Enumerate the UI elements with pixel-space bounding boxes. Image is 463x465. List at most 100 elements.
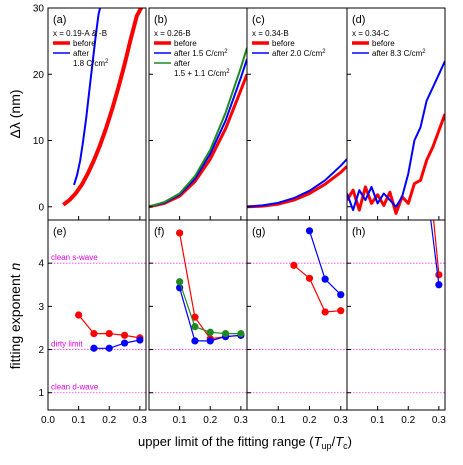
plot-area: [149, 47, 247, 209]
data-point: [75, 311, 83, 319]
legend-entry: before: [372, 39, 395, 48]
data-point: [206, 337, 214, 345]
series-line: [247, 158, 347, 208]
x-tick-label: 0.2: [203, 415, 217, 426]
data-point: [120, 331, 129, 339]
data-point: [221, 329, 230, 338]
legend-title: x = 0.19-A & -B: [53, 29, 107, 38]
x-tick-label: 0.2: [303, 415, 317, 426]
data-point: [290, 261, 298, 269]
data-point: [176, 229, 184, 237]
data-point: [191, 323, 199, 331]
panel-frame: [346, 7, 446, 221]
y-tick-label: 3: [38, 302, 44, 313]
y-tick-label: 2: [38, 345, 44, 356]
series-line: [247, 165, 347, 209]
plot-area: [75, 311, 144, 352]
data-point: [105, 329, 113, 338]
panel-label: (a): [53, 14, 66, 26]
panel-frame: [246, 7, 348, 221]
data-point: [90, 329, 98, 338]
data-point: [305, 274, 314, 282]
data-point: [321, 308, 329, 316]
data-point: [191, 313, 199, 321]
panel-frame: [346, 219, 446, 411]
legend-entry: before: [272, 39, 295, 48]
x-tick-label: 0.2: [102, 415, 116, 426]
data-point: [337, 291, 345, 299]
series-line: [149, 47, 247, 208]
y-tick-label: 30: [33, 4, 45, 15]
legend-entry-extra: 1.8 C/cm2: [73, 59, 109, 68]
legend-entry: before: [73, 39, 96, 48]
data-point: [206, 328, 214, 336]
plot-area: [290, 227, 345, 316]
reference-annotation: clean d-wave: [51, 383, 99, 392]
legend-title: x = 0.26-B: [154, 29, 191, 38]
panel-label: (h): [352, 226, 365, 238]
plot-area: [62, 8, 144, 207]
series-line: [179, 232, 241, 340]
x-tick-label: 0.2: [401, 415, 415, 426]
series-line: [93, 339, 141, 349]
x-tick-label: 0.1: [271, 415, 285, 426]
data-point: [426, 208, 433, 215]
y-axis-title-bottom: fitting exponent n: [7, 262, 23, 369]
x-tick-label: 0.3: [334, 415, 348, 426]
panel-g: 0.1 0.2 0.3 (g): [246, 219, 348, 426]
legend-title: x = 0.34-B: [252, 29, 289, 38]
series-line: [73, 8, 102, 186]
plot-area: [176, 229, 245, 345]
panel-frame: [246, 219, 348, 411]
y-tick-label: 4: [38, 259, 44, 270]
panel-label: (b): [154, 14, 167, 26]
legend-entry: after 2.0 C/cm2: [272, 49, 326, 58]
x-tick-label: 0.1: [371, 415, 385, 426]
legend-entry-extra: 1.5 + 1.1 C/cm2: [174, 69, 230, 78]
x-tick-label: 0.1: [173, 415, 187, 426]
x-tick-label: 0.3: [133, 415, 147, 426]
panel-frame: [148, 219, 248, 411]
legend-entry: before: [174, 39, 197, 48]
data-point: [90, 344, 98, 352]
x-tick-label: 0.1: [72, 415, 86, 426]
panel-a: 0 10 20 30 (a) x = 0.19-A & -Bbeforeafter1.8 …: [33, 4, 147, 221]
data-point: [105, 344, 113, 352]
data-point: [337, 307, 345, 315]
panel-frame: [47, 219, 147, 411]
data-point: [305, 227, 314, 235]
data-point: [191, 337, 199, 345]
legend-entry: after 1.5 C/cm2: [174, 49, 228, 58]
panel-label: (f): [154, 226, 164, 238]
panel-f: 0.1 0.2 0.3 (f): [148, 219, 248, 426]
plot-area: [347, 60, 445, 215]
legend-entry: after: [174, 59, 190, 68]
series-line: [347, 113, 445, 215]
legend-title: x = 0.34-C: [352, 29, 389, 38]
data-point: [435, 271, 443, 279]
reference-annotation: dirty limit: [51, 340, 83, 349]
panel-e: 1 2 3 4 0.0 0.1 0.2 0.3 (e) clean s-wave dirty lim…: [38, 219, 147, 426]
plot-area: [247, 158, 347, 209]
data-point: [435, 281, 443, 289]
y-tick-label: 20: [33, 70, 45, 81]
y-tick-label: 10: [33, 136, 45, 147]
y-tick-label: 0: [38, 202, 44, 213]
panel-label: (d): [352, 14, 365, 26]
panel-h: 0.1 0.2 0.3 (h): [346, 208, 446, 426]
series-line: [433, 220, 440, 275]
x-tick-label: 0.3: [234, 415, 248, 426]
series-line: [62, 8, 144, 207]
series-line: [308, 230, 342, 296]
series-line: [430, 220, 440, 285]
data-point: [237, 329, 245, 338]
series-line: [179, 281, 241, 335]
data-point: [429, 208, 436, 215]
panel-label: (c): [252, 14, 265, 26]
x-tick-label: 0.3: [432, 415, 446, 426]
data-point: [176, 278, 184, 286]
